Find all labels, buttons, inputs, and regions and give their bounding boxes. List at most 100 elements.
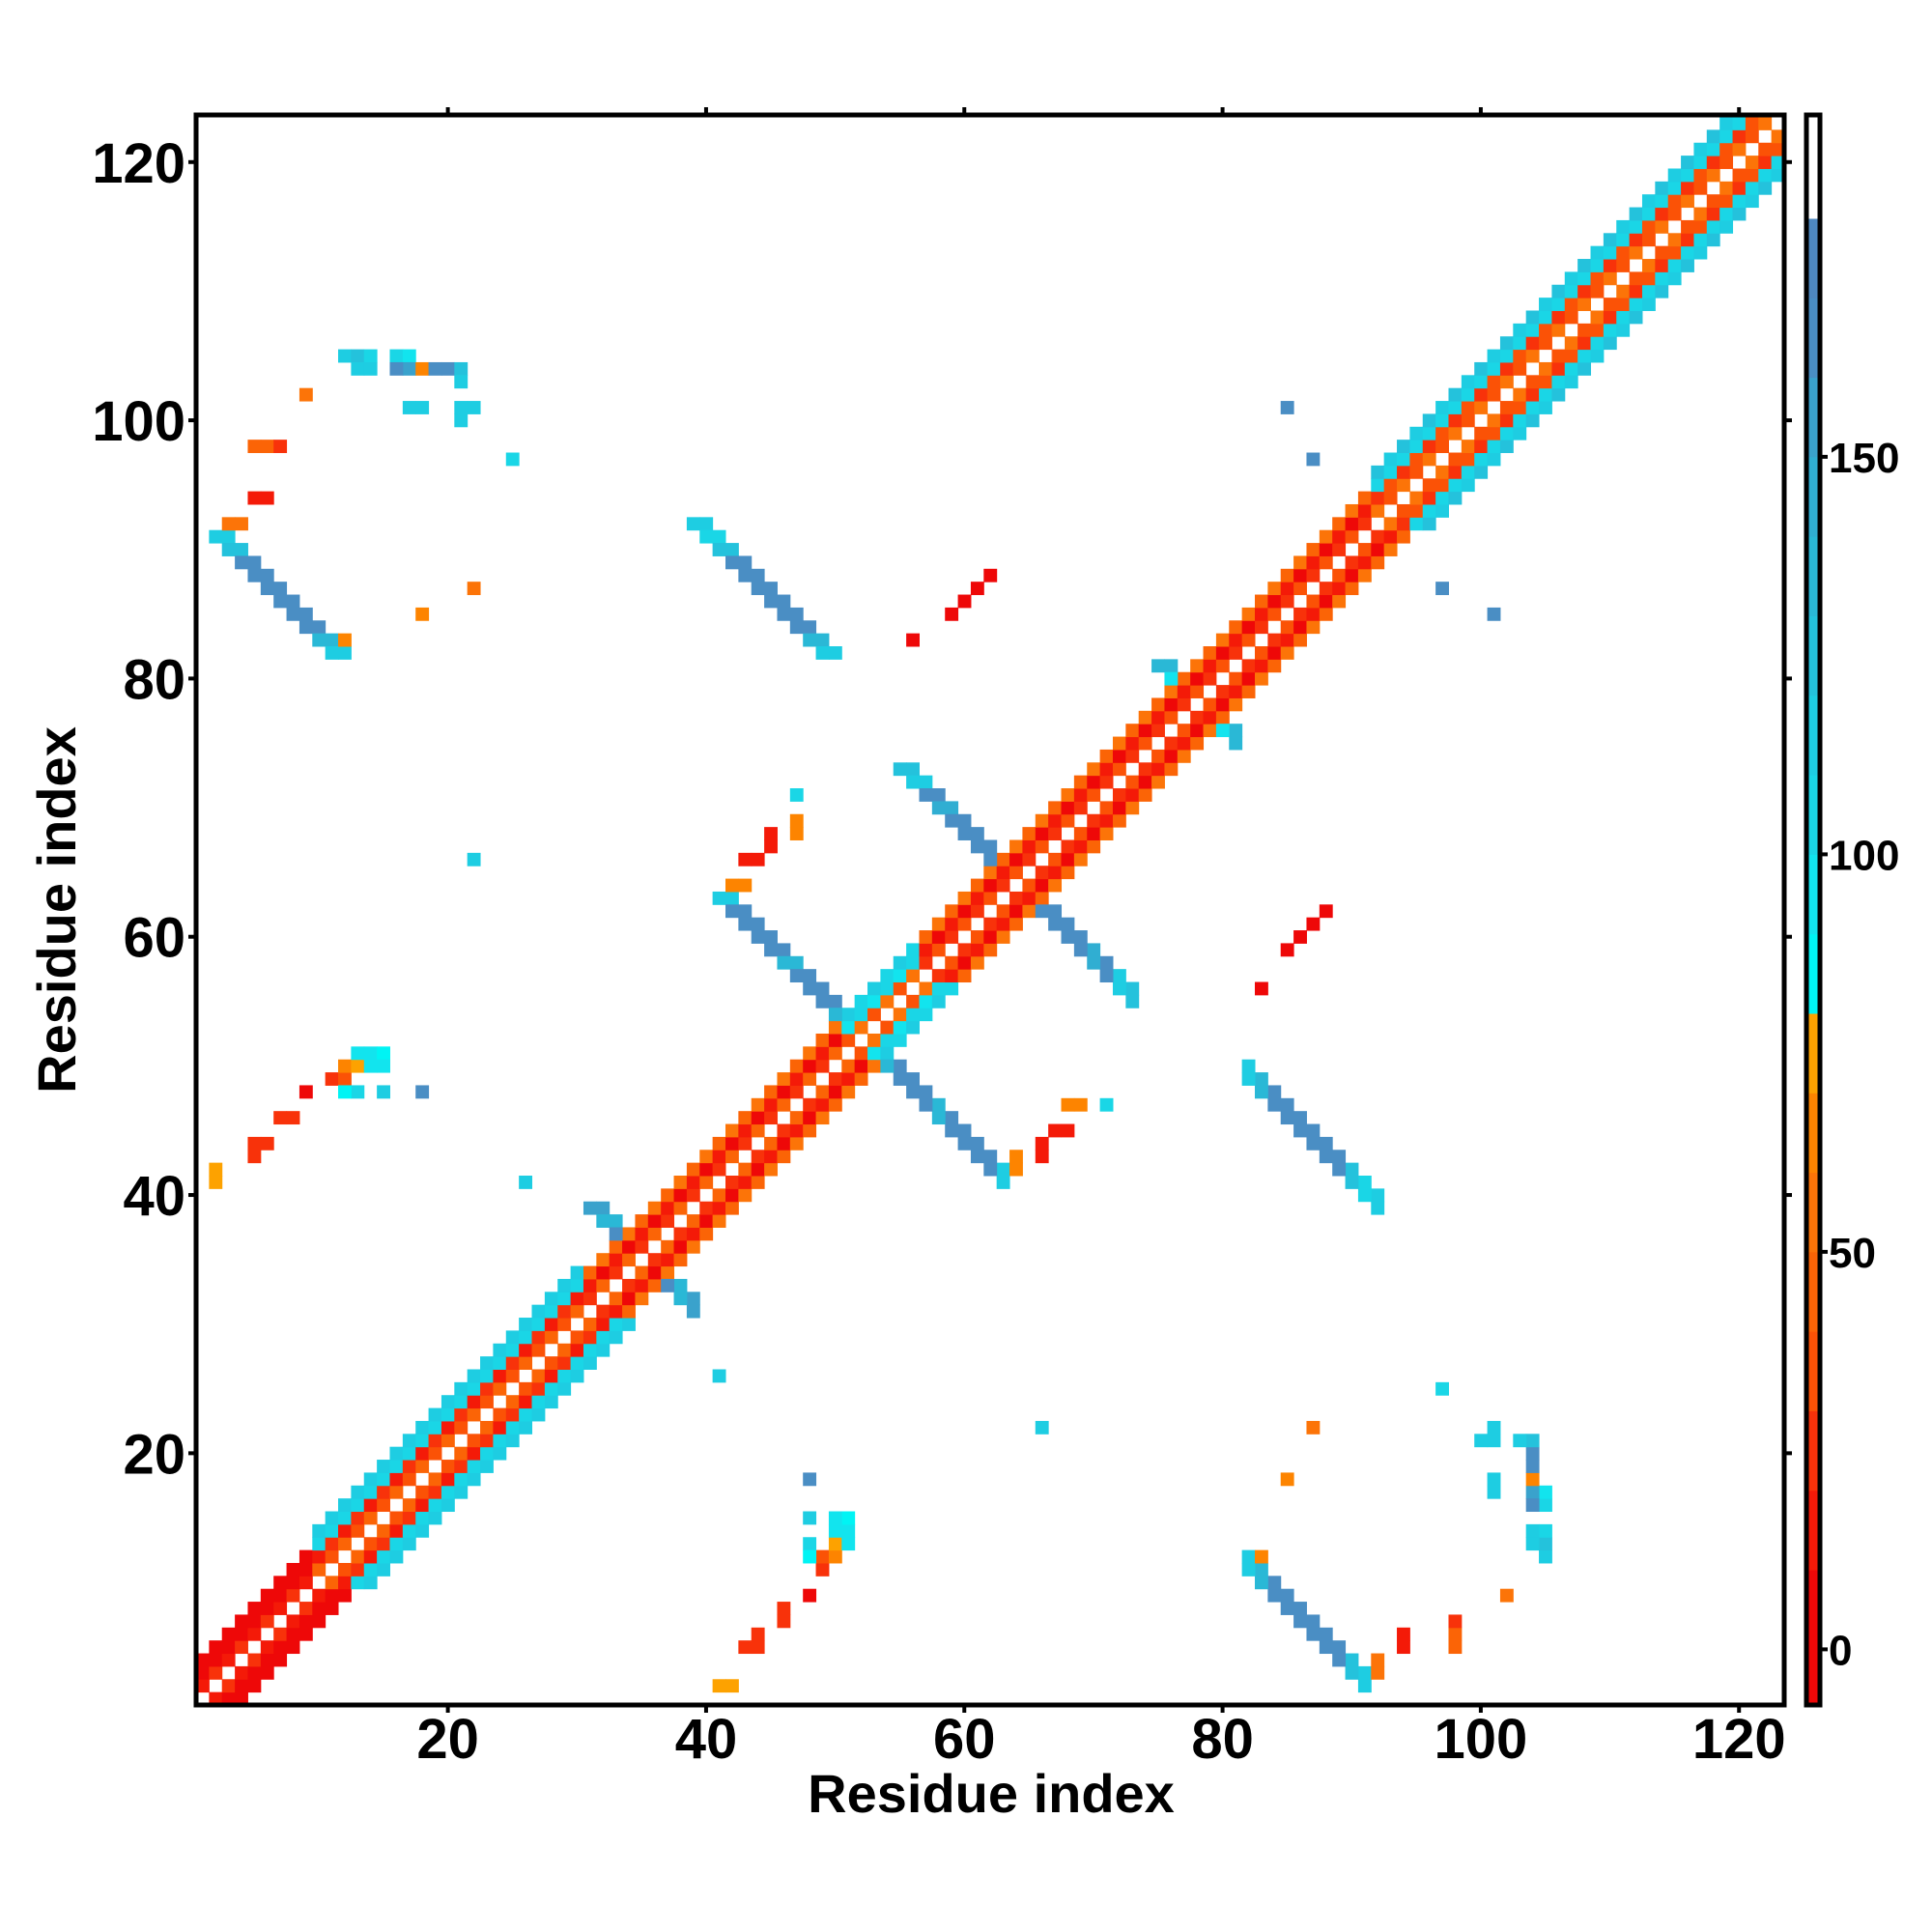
diagonal-contact-cell (1525, 375, 1540, 389)
diagonal-contact-cell (1306, 543, 1321, 556)
diagonal-contact-cell (1771, 142, 1785, 156)
diagonal-contact-cell (1035, 866, 1049, 880)
contact-cell (505, 452, 520, 467)
colorbar-bin (1806, 615, 1820, 696)
diagonal-contact-cell (480, 1460, 494, 1473)
diagonal-contact-cell (931, 994, 946, 1009)
contact-cell (260, 1136, 274, 1151)
diagonal-contact-cell (854, 1059, 868, 1073)
strand-contact-cell (828, 646, 842, 660)
diagonal-contact-cell (596, 1330, 611, 1345)
diagonal-contact-cell (247, 1653, 262, 1667)
diagonal-contact-cell (1474, 452, 1489, 467)
diagonal-contact-cell (1732, 117, 1747, 130)
diagonal-contact-cell (582, 1330, 597, 1345)
diagonal-contact-cell (1745, 129, 1759, 144)
diagonal-contact-cell (1357, 503, 1372, 518)
diagonal-contact-cell (1229, 646, 1243, 660)
x-tick-label: 120 (1692, 1708, 1786, 1771)
diagonal-contact-cell (919, 994, 933, 1009)
contact-cell (1525, 1434, 1540, 1448)
diagonal-contact-cell (454, 1381, 469, 1396)
diagonal-contact-cell (1203, 724, 1217, 738)
contact-cell (1073, 1097, 1088, 1112)
strand-contact-cell (777, 943, 791, 957)
diagonal-contact-cell (519, 1381, 533, 1396)
diagonal-contact-cell (1590, 336, 1605, 351)
diagonal-contact-cell (1655, 284, 1669, 298)
diagonal-contact-cell (557, 1318, 572, 1331)
diagonal-contact-cell (1629, 284, 1643, 298)
strand-contact-cell (970, 839, 984, 854)
diagonal-contact-cell (260, 1602, 274, 1615)
diagonal-contact-cell (286, 1627, 300, 1641)
diagonal-contact-cell (661, 1265, 675, 1280)
diagonal-contact-cell (1564, 349, 1578, 363)
diagonal-contact-cell (1112, 813, 1126, 828)
diagonal-contact-cell (1616, 233, 1631, 247)
contact-cell (454, 375, 469, 389)
strand-contact-cell (931, 788, 946, 802)
diagonal-contact-cell (363, 1472, 378, 1487)
diagonal-contact-cell (402, 1498, 416, 1513)
diagonal-contact-cell (1732, 142, 1747, 156)
strand-contact-cell (919, 775, 933, 789)
diagonal-contact-cell (467, 1395, 481, 1409)
diagonal-contact-cell (867, 994, 881, 1009)
diagonal-contact-cell (1099, 827, 1114, 840)
diagonal-contact-cell (906, 994, 920, 1009)
strand-contact-cell (1332, 1640, 1347, 1655)
diagonal-contact-cell (1073, 788, 1088, 802)
diagonal-contact-cell (764, 1136, 778, 1151)
diagonal-contact-cell (209, 1640, 223, 1655)
diagonal-contact-cell (919, 955, 933, 970)
contact-cell (1539, 1537, 1552, 1551)
diagonal-contact-cell (1487, 452, 1501, 467)
diagonal-contact-cell (996, 852, 1010, 867)
diagonal-contact-cell (789, 1085, 804, 1099)
diagonal-contact-cell (1681, 194, 1694, 209)
diagonal-contact-cell (1461, 401, 1475, 414)
diagonal-contact-cell (1539, 387, 1552, 402)
strand-contact-cell (1345, 1665, 1359, 1680)
diagonal-contact-cell (440, 1460, 455, 1473)
diagonal-contact-cell (1293, 607, 1307, 621)
strand-contact-cell (712, 543, 726, 556)
diagonal-contact-cell (1551, 310, 1566, 325)
diagonal-contact-cell (1371, 478, 1385, 493)
diagonal-contact-cell (298, 1562, 313, 1577)
diagonal-contact-cell (1745, 168, 1759, 183)
diagonal-contact-cell (764, 1097, 778, 1112)
diagonal-contact-cell (609, 1330, 623, 1345)
diagonal-contact-cell (531, 1381, 546, 1396)
contact-cell (1319, 904, 1333, 919)
contact-cell (1306, 452, 1321, 467)
diagonal-contact-cell (777, 1072, 791, 1086)
diagonal-contact-cell (712, 1136, 726, 1151)
diagonal-contact-cell (273, 1627, 288, 1641)
strand-contact-cell (298, 607, 313, 621)
diagonal-contact-cell (1177, 736, 1191, 751)
diagonal-contact-cell (1461, 440, 1475, 454)
diagonal-contact-cell (1048, 852, 1063, 867)
diagonal-contact-cell (1203, 710, 1217, 724)
diagonal-contact-cell (712, 1162, 726, 1177)
diagonal-contact-cell (764, 1162, 778, 1177)
diagonal-contact-cell (1267, 659, 1282, 673)
diagonal-contact-cell (1513, 401, 1527, 414)
diagonal-contact-cell (957, 969, 972, 983)
diagonal-contact-cell (1229, 633, 1243, 647)
diagonal-contact-cell (428, 1472, 442, 1487)
diagonal-contact-cell (1667, 194, 1682, 209)
strand-contact-cell (751, 582, 765, 596)
strand-contact-cell (247, 555, 262, 570)
diagonal-contact-cell (1409, 426, 1424, 440)
diagonal-contact-cell (1280, 646, 1294, 660)
diagonal-contact-cell (428, 1485, 442, 1499)
diagonal-contact-cell (1215, 697, 1230, 712)
contact-cell (1009, 1150, 1023, 1164)
diagonal-contact-cell (1603, 310, 1617, 325)
contact-cell (402, 349, 416, 363)
diagonal-contact-cell (582, 1278, 597, 1293)
diagonal-contact-cell (351, 1511, 365, 1525)
